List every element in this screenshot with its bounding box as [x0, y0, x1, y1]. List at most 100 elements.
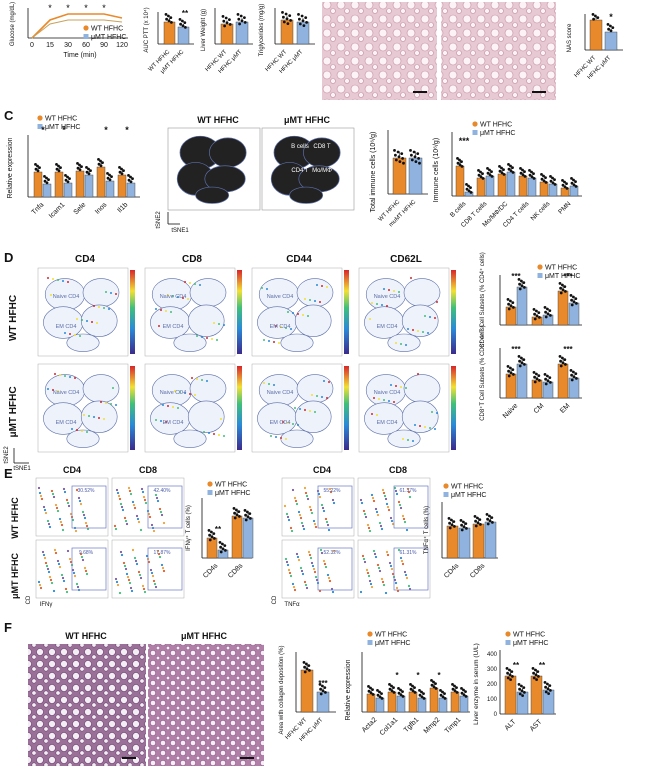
liver-bar-wt	[220, 23, 234, 45]
e-flow-event	[362, 557, 366, 561]
d-tsne-cell	[323, 380, 325, 382]
e-flow-event	[44, 511, 48, 515]
panel-d-letter: D	[4, 250, 13, 265]
e-flow-event	[286, 563, 290, 567]
e-tnfa-dot	[474, 524, 478, 528]
e-flow-event	[305, 586, 309, 590]
e-flow-event	[145, 554, 149, 558]
e-flow-event	[303, 580, 307, 584]
e-ifng-dot	[233, 511, 237, 515]
auc-dot	[164, 13, 168, 16]
d-tsne-cell	[62, 280, 64, 282]
f-collagen-bar-wt	[300, 669, 314, 713]
e-flow-gate	[317, 547, 353, 591]
e-flow-event	[67, 504, 71, 508]
e-flow-event	[54, 503, 58, 507]
e-flow-event	[299, 566, 303, 570]
c-relexpr-bar-wt	[96, 166, 106, 198]
e-tnfa-legend-mu-swatch	[443, 492, 449, 497]
f-enzyme-dot	[520, 689, 524, 693]
e-flow-event	[159, 510, 163, 514]
f-enzyme-dot	[544, 690, 548, 694]
e-flow-event	[407, 490, 411, 494]
e-ifng-dot	[237, 510, 241, 513]
e-flow-event	[372, 499, 376, 503]
nas-dot	[609, 24, 612, 28]
d-cd8-dot	[512, 373, 515, 376]
f-relexpr-gene: Timp1	[444, 716, 463, 735]
e-flow-event	[372, 549, 376, 553]
trig-ylabel: Triglycerides (mg/g)	[259, 4, 265, 57]
e-tnfa-dot	[452, 520, 456, 523]
f-relexpr-legend-mu-swatch	[367, 640, 373, 645]
f-relexpr-dot	[399, 693, 403, 697]
f-collagen-dot	[303, 670, 307, 674]
f-enzyme-dot	[517, 683, 521, 686]
e-flow-event	[58, 565, 62, 569]
d-tsne-cell	[196, 335, 198, 337]
d-legend-wt-label: WT HFHC	[545, 265, 577, 272]
c-immune-dot	[498, 169, 502, 173]
e-tnfa-dot	[460, 523, 463, 527]
e-flow-event	[43, 556, 47, 560]
e-flow-event	[366, 523, 370, 527]
e-flow-event	[405, 528, 409, 532]
d-tsne-cell	[69, 333, 71, 335]
nas-dot	[594, 14, 597, 18]
trig-dot	[281, 11, 284, 14]
e-flow-event	[42, 505, 46, 509]
trig-dot	[284, 12, 288, 16]
f-enzyme-dot	[532, 676, 536, 680]
e-flow-event	[135, 562, 139, 566]
liver-dot	[236, 13, 240, 16]
auc-ylabel: AUC PTT (x 10⁴)	[143, 7, 150, 52]
c-relexpr-dot	[45, 181, 49, 185]
e-flow-event	[381, 580, 385, 584]
d-tsne-label: EM CD4	[377, 324, 398, 330]
d-cd8-bar-wt	[505, 373, 517, 399]
e-ifng-cat: CD8s	[227, 562, 245, 580]
d-legend-mu-swatch	[537, 273, 543, 278]
e-flow-event	[331, 498, 335, 502]
d-cd4-dot	[535, 309, 538, 313]
d-tsne-cell	[64, 375, 66, 377]
trig-dot	[286, 22, 290, 25]
d-tsne-cell	[436, 301, 438, 303]
d-tsne-cell	[184, 392, 186, 394]
e-flow-event	[308, 505, 312, 509]
c-relexpr-sig: *	[62, 125, 66, 135]
e-flow-event	[124, 567, 128, 571]
d-cd4-dot	[533, 312, 536, 316]
f-collagen-dot	[323, 686, 327, 689]
c-immune-dot	[523, 170, 526, 174]
e-flow-event	[143, 498, 147, 502]
e-tnfa-dot	[491, 521, 494, 524]
c-immune-dot	[502, 173, 506, 176]
e-flow-event	[328, 487, 332, 491]
c-tsne-cluster-label: CD4 T	[291, 168, 309, 174]
e-flow-event	[38, 583, 42, 587]
e-flow-event	[320, 551, 324, 555]
c-immune-dot	[500, 166, 503, 170]
d-tsne-cell	[275, 325, 277, 327]
c-relexpr-gene: Inos	[94, 201, 109, 216]
f-relexpr-dot	[376, 689, 379, 692]
e-tnfa-dot	[465, 527, 468, 530]
c-relexpr-dot	[36, 164, 39, 168]
d-cd4-dot	[512, 306, 515, 309]
d-tsne-cluster	[66, 429, 100, 448]
c-immune-dot	[488, 168, 491, 172]
d-tsne-cell	[424, 426, 426, 428]
e-flow-event	[330, 587, 334, 591]
e-tnfa-dot	[490, 516, 494, 519]
f-relexpr-ylabel: Relative expression	[345, 659, 352, 720]
c-immune-dot	[565, 187, 569, 190]
e-flow-event	[315, 578, 319, 582]
f-relexpr-dot	[369, 686, 372, 690]
d-tsne-cell	[311, 394, 313, 396]
d-tsne-cell	[270, 435, 272, 437]
f-relexpr-dot	[441, 690, 444, 694]
d-tsne-cluster	[66, 333, 100, 352]
e-col-title: CD8	[139, 465, 157, 475]
c-immune-dot	[561, 179, 564, 182]
